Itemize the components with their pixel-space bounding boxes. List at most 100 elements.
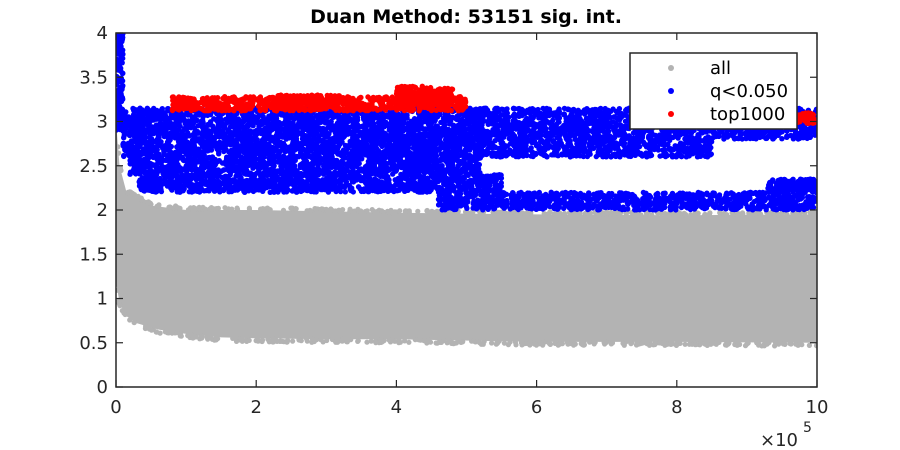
data-point [290,338,296,344]
data-point [389,119,396,125]
data-point [794,211,800,217]
data-point [386,209,392,216]
data-point [602,113,608,119]
data-point [234,206,241,212]
data-point [602,341,608,347]
data-point [389,126,396,133]
data-point [146,326,152,332]
plot-area [116,33,817,349]
data-point [724,134,731,140]
data-point [793,341,799,347]
data-point [507,339,513,345]
data-point [770,136,776,142]
data-point [610,124,617,131]
data-point [571,341,577,347]
data-point [568,107,574,114]
data-point [379,124,386,131]
data-point [233,124,239,130]
data-point [587,339,593,345]
data-point [329,336,335,343]
data-point [158,114,164,120]
data-point [131,319,138,325]
data-point [503,107,509,114]
data-point [125,189,131,195]
data-point [372,124,378,130]
data-point [605,108,611,115]
data-point [482,128,489,135]
data-point [461,112,468,119]
data-point [758,211,764,217]
data-point [242,125,248,131]
data-point [364,208,370,214]
data-point [764,135,770,142]
data-point [525,210,531,216]
data-point [746,211,752,217]
data-point [236,132,243,138]
data-point [441,337,447,344]
data-point [246,206,253,213]
data-point [356,129,363,135]
data-point [397,208,403,214]
data-point [354,117,360,123]
data-point [195,130,202,136]
data-point [188,332,194,338]
data-point [133,107,139,113]
data-point [479,132,485,139]
data-point [142,128,148,134]
data-point [239,338,245,344]
data-point [121,135,127,141]
data-point [131,127,137,133]
data-point [610,106,616,112]
data-point [367,129,373,135]
data-point [265,336,271,342]
data-point [590,339,596,345]
data-point [213,337,219,343]
data-point [484,107,491,113]
data-point [717,210,723,216]
data-point [702,138,708,145]
data-point [265,115,271,121]
data-point [813,343,817,349]
data-point [373,340,379,346]
data-point [619,125,626,132]
data-point [255,114,261,120]
data-point [119,78,126,84]
data-point [541,211,547,217]
data-point [116,33,123,39]
data-point [465,210,471,216]
data-point [675,135,681,141]
data-point [753,210,760,217]
data-point [511,105,517,112]
data-point [698,340,704,346]
data-point [280,207,287,213]
data-point [732,129,738,135]
data-point [356,123,362,130]
data-point [161,133,167,140]
data-point [127,317,133,323]
data-point [162,128,168,134]
data-point [615,116,621,122]
data-point [123,123,129,129]
data-point [497,117,503,123]
data-point [422,126,428,132]
data-point [497,130,504,137]
data-point [546,211,552,217]
data-point [799,342,805,348]
data-point [378,337,384,343]
data-point [669,340,675,346]
data-point [463,127,469,133]
data-point [704,342,710,348]
data-point [138,195,144,201]
chart-title: Duan Method: 53151 sig. int. [310,6,622,28]
data-point [304,123,310,130]
data-point [424,116,430,122]
data-point [634,339,640,345]
data-point [227,124,234,130]
data-point [493,124,499,130]
data-point [293,124,299,131]
data-point [320,339,326,345]
data-point [282,127,288,133]
data-point [232,335,238,341]
data-point [736,211,742,217]
data-point [761,129,767,135]
